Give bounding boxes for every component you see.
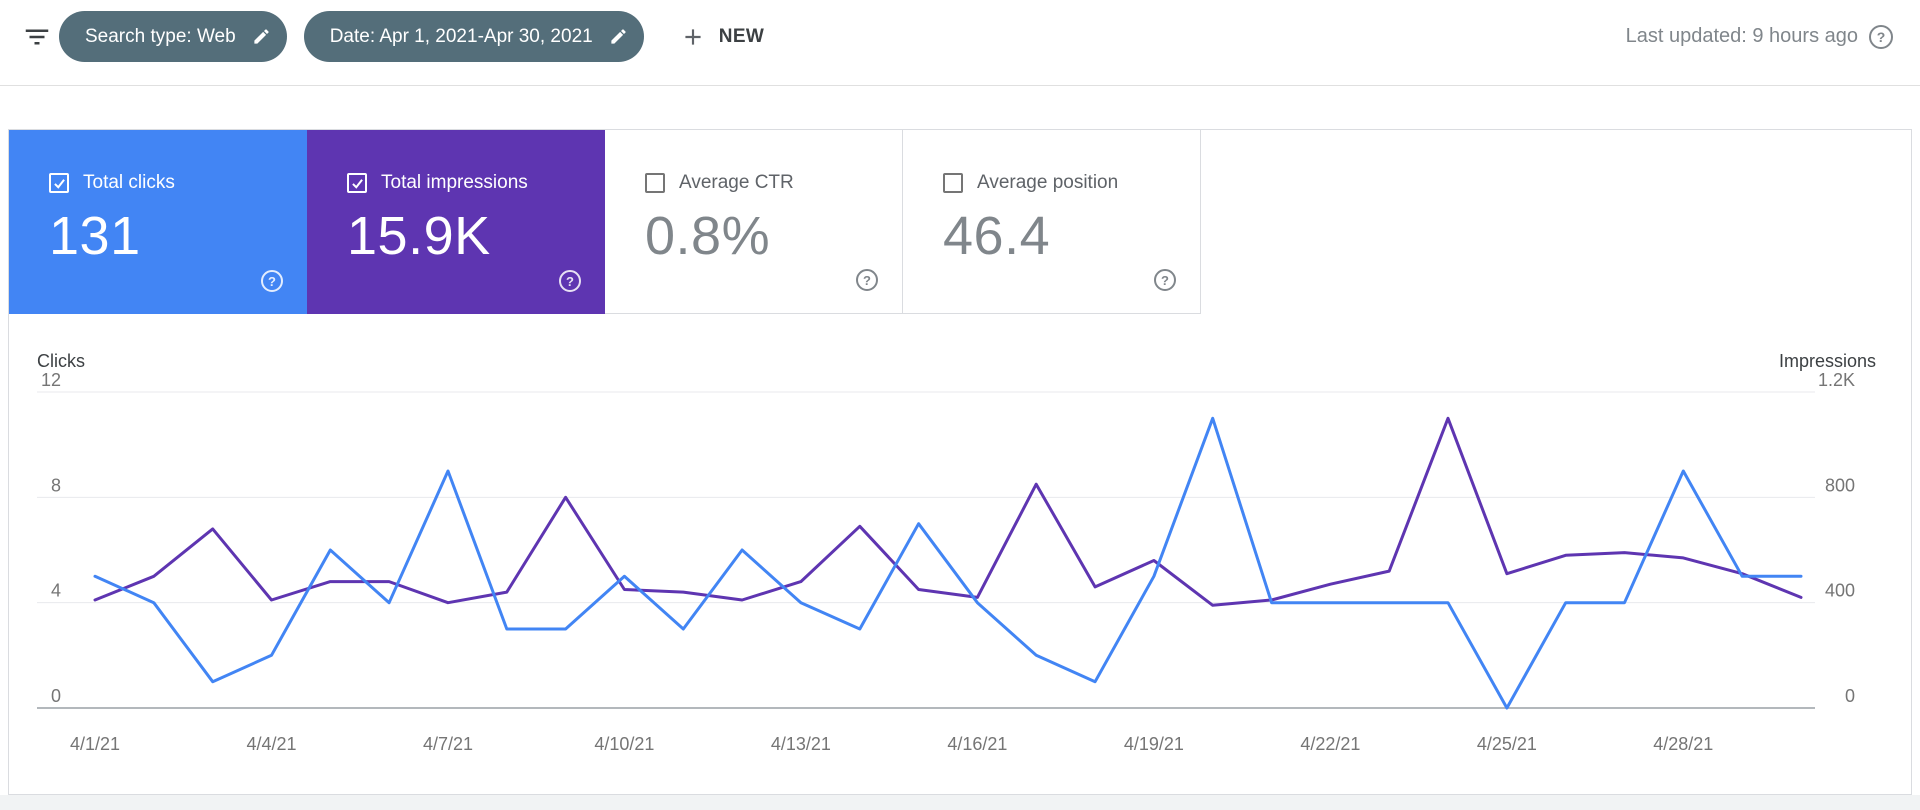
metric-value: 131 (49, 206, 141, 266)
total-clicks-card[interactable]: Total clicks 131 ? (9, 130, 307, 314)
help-icon[interactable]: ? (559, 270, 581, 292)
svg-text:1.2K: 1.2K (1818, 370, 1855, 390)
plus-icon (685, 28, 701, 45)
svg-text:4/1/21: 4/1/21 (70, 734, 120, 754)
performance-card: Total clicks 131 ? Total impressions 15.… (8, 129, 1912, 795)
topbar: Search type: Web Date: Apr 1, 2021-Apr 3… (0, 0, 1920, 86)
svg-text:8: 8 (51, 475, 61, 495)
svg-text:4/28/21: 4/28/21 (1653, 734, 1713, 754)
svg-text:4/16/21: 4/16/21 (947, 734, 1007, 754)
svg-text:4/7/21: 4/7/21 (423, 734, 473, 754)
right-axis-title: Impressions (1778, 351, 1876, 371)
svg-text:0: 0 (1845, 686, 1855, 706)
topbar-right: Last updated: 9 hours ago ? (1625, 24, 1893, 49)
date-range-chip[interactable]: Date: Apr 1, 2021-Apr 30, 2021 (303, 11, 644, 62)
help-icon[interactable]: ? (856, 269, 878, 291)
help-icon[interactable]: ? (1869, 24, 1893, 49)
total-impressions-card[interactable]: Total impressions 15.9K ? (307, 130, 605, 314)
page-background (0, 795, 1920, 810)
metric-label: Average position (977, 172, 1119, 193)
svg-text:400: 400 (1825, 581, 1855, 601)
average-position-checkbox[interactable] (943, 173, 963, 193)
performance-line-chart[interactable]: 0 0 4 400 8 800 12 1.2K 4/1/21 4/4/21 4/7/21 4/10/2… (9, 314, 1911, 794)
svg-text:4/10/21: 4/10/21 (594, 734, 654, 754)
svg-text:4/13/21: 4/13/21 (771, 734, 831, 754)
date-range-chip-label: Date: Apr 1, 2021-Apr 30, 2021 (329, 25, 593, 47)
help-icon[interactable]: ? (261, 270, 283, 292)
svg-text:12: 12 (41, 370, 61, 390)
new-filter-button[interactable]: NEW (680, 24, 765, 50)
new-button-label: NEW (718, 25, 765, 47)
total-impressions-checkbox[interactable] (347, 173, 367, 193)
total-clicks-header: Total clicks (49, 172, 307, 194)
svg-text:4/19/21: 4/19/21 (1124, 734, 1184, 754)
svg-text:0: 0 (51, 686, 61, 706)
metric-label: Total clicks (83, 172, 175, 193)
metric-value: 0.8% (645, 206, 771, 266)
metric-label: Average CTR (679, 172, 794, 193)
filter-icon[interactable] (15, 15, 59, 59)
search-type-chip[interactable]: Search type: Web (59, 11, 287, 62)
metric-label: Total impressions (381, 172, 528, 193)
filter-list-icon (25, 29, 49, 44)
metric-value: 15.9K (347, 206, 491, 266)
total-impressions-header: Total impressions (347, 172, 605, 194)
svg-text:4/4/21: 4/4/21 (246, 734, 296, 754)
average-ctr-header: Average CTR (645, 172, 902, 194)
svg-text:4/25/21: 4/25/21 (1477, 734, 1537, 754)
left-axis-title: Clicks (37, 351, 85, 371)
edit-pencil-icon (254, 29, 269, 44)
average-position-header: Average position (943, 172, 1200, 194)
check-icon (351, 178, 363, 189)
total-clicks-checkbox[interactable] (49, 173, 69, 193)
average-ctr-checkbox[interactable] (645, 173, 665, 193)
chart-area: Clicks Impressions 0 0 4 400 8 800 12 1.2K 4/1/2… (9, 314, 1911, 794)
svg-text:4/22/21: 4/22/21 (1300, 734, 1360, 754)
metric-value: 46.4 (943, 206, 1051, 266)
average-ctr-card[interactable]: Average CTR 0.8% ? (605, 130, 903, 314)
check-icon (53, 178, 65, 189)
svg-text:800: 800 (1825, 475, 1855, 495)
help-icon[interactable]: ? (1154, 269, 1176, 291)
last-updated-text: Last updated: 9 hours ago (1625, 25, 1858, 47)
svg-text:4: 4 (51, 581, 61, 601)
edit-pencil-icon (611, 29, 626, 44)
metric-cards-row: Total clicks 131 ? Total impressions 15.… (9, 130, 1911, 314)
average-position-card[interactable]: Average position 46.4 ? (903, 130, 1201, 314)
search-type-chip-label: Search type: Web (85, 25, 236, 47)
